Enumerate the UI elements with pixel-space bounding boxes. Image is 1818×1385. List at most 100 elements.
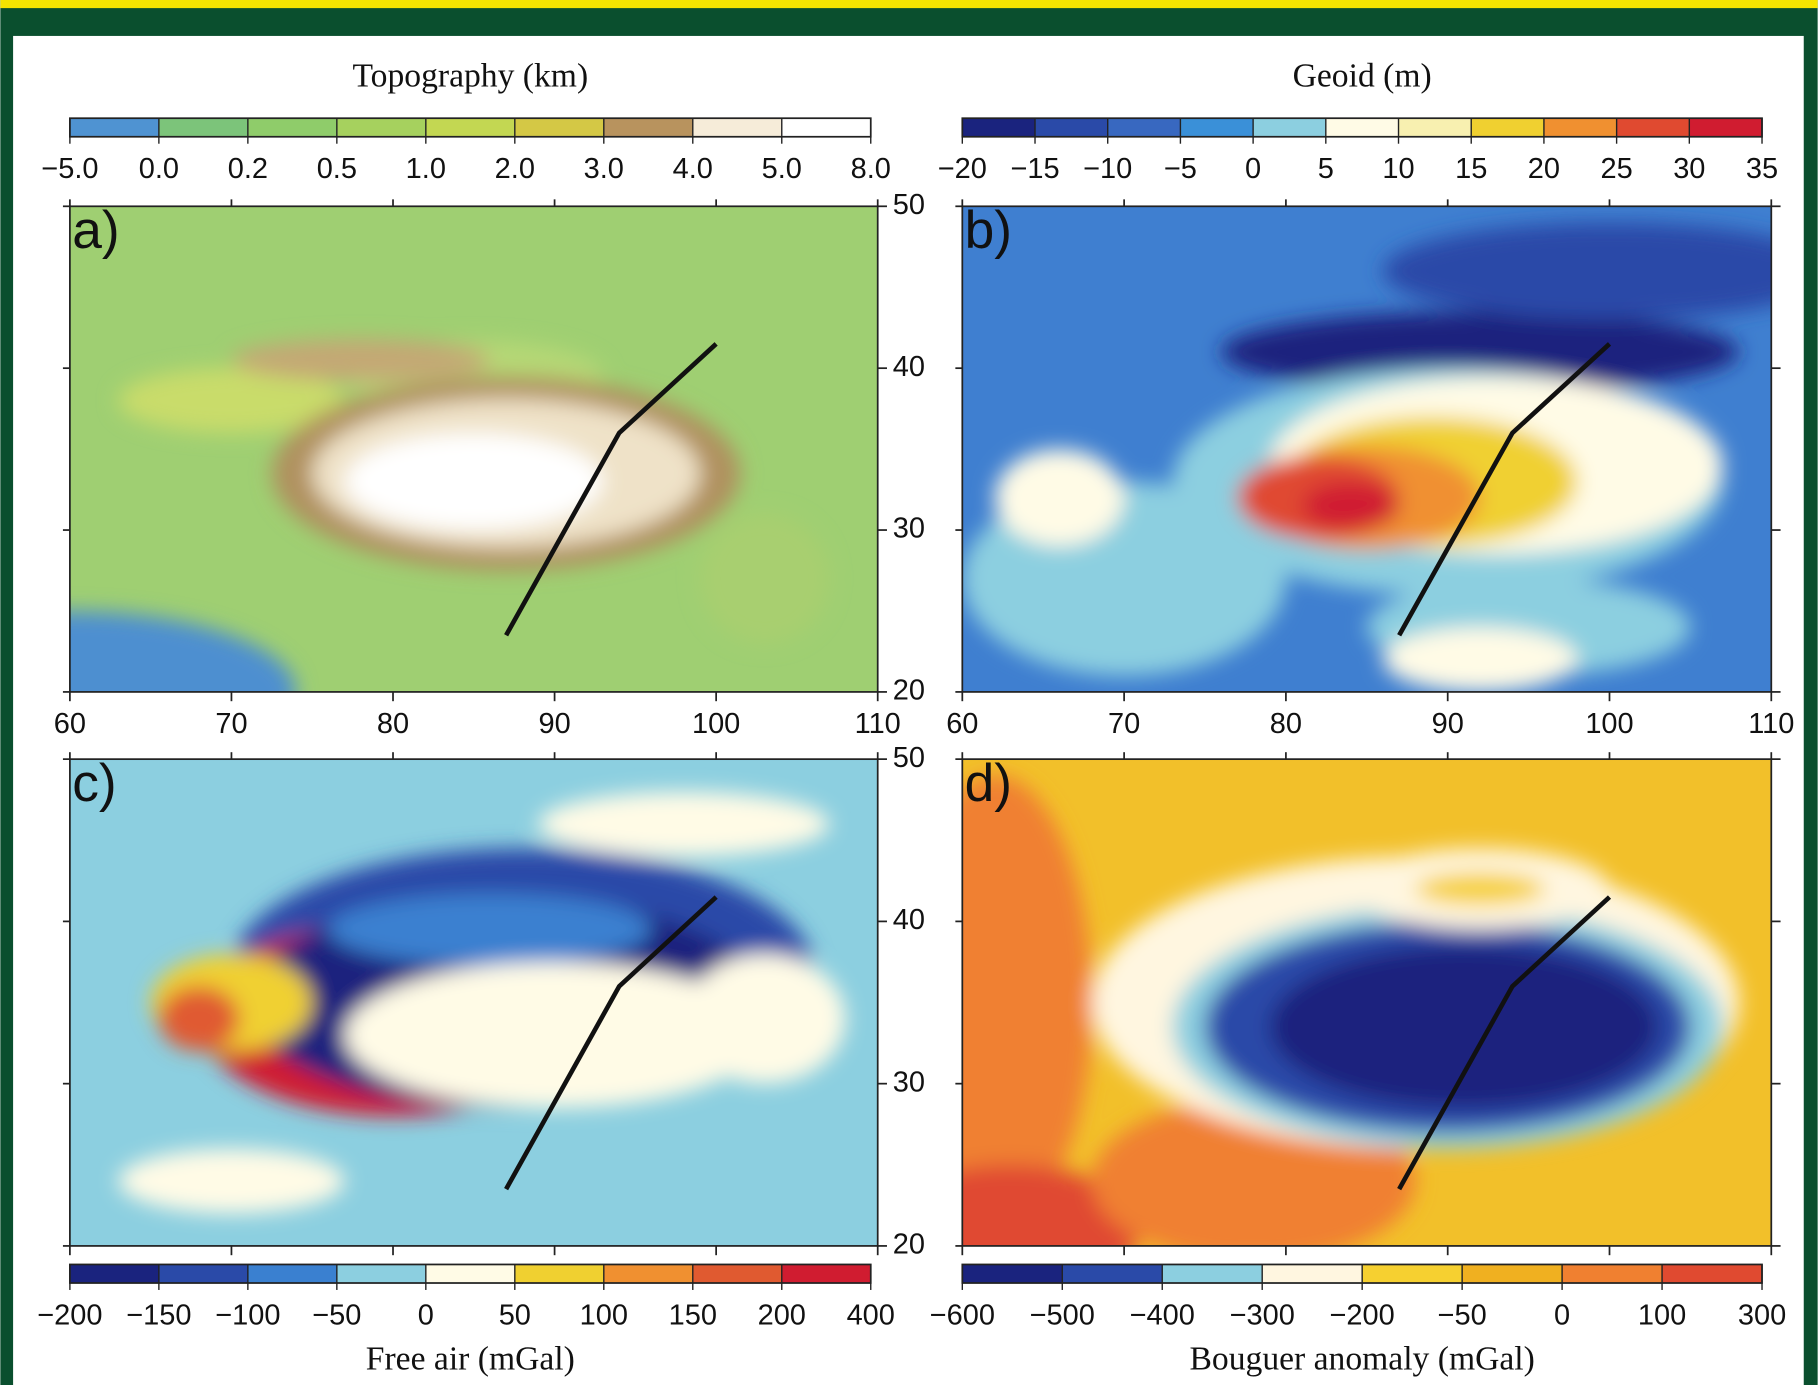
colorbar-segment [1162, 1264, 1262, 1283]
x-tick-label: 90 [1432, 708, 1464, 740]
map [962, 206, 1818, 692]
colorbar-segment [515, 1264, 604, 1283]
colorbar-label: −5 [1164, 153, 1197, 185]
colorbar-label: 5 [1318, 153, 1334, 185]
map [881, 759, 1771, 1294]
map-region [1270, 946, 1658, 1108]
colorbar-label: 8.0 [851, 153, 891, 185]
colorbar-segment [1362, 1264, 1462, 1283]
colorbar-label: 0 [1554, 1299, 1570, 1331]
x-tick-label: 110 [855, 708, 901, 740]
colorbar-label: 20 [1528, 153, 1560, 185]
figure: a)6070809010011020304050−5.00.00.20.51.0… [0, 0, 1818, 1385]
panel-label: d) [965, 754, 1012, 813]
colorbar-segment [782, 1264, 871, 1283]
colorbar-segment [159, 118, 248, 137]
page: { "panels": [ {"label": "a)", "colorbar"… [0, 0, 1818, 1385]
map-region [684, 954, 846, 1084]
colorbar-label: −150 [126, 1299, 191, 1331]
map [0, 206, 878, 773]
x-tick-label: 110 [1748, 708, 1794, 740]
y-tick-label: 40 [893, 904, 925, 936]
colorbar-label: −300 [1230, 1299, 1295, 1331]
y-tick-label: 20 [893, 675, 925, 707]
colorbar-title: Free air (mGal) [366, 1341, 575, 1378]
colorbar-label: 200 [758, 1299, 806, 1331]
colorbar-segment [1399, 118, 1472, 137]
y-tick-label: 50 [893, 742, 925, 774]
colorbar-label: −600 [930, 1299, 995, 1331]
y-tick-label: 40 [893, 351, 925, 383]
panel-label: b) [965, 201, 1012, 260]
colorbar-segment [1544, 118, 1617, 137]
colorbar-segment [1062, 1264, 1162, 1283]
colorbar-label: 10 [1382, 153, 1414, 185]
colorbar-segment [337, 1264, 426, 1283]
map [70, 759, 878, 1246]
colorbar-label: 150 [669, 1299, 717, 1331]
x-tick-label: 90 [538, 708, 570, 740]
colorbar-segment [604, 1264, 693, 1283]
map-region [1383, 627, 1577, 692]
colorbar-label: −500 [1030, 1299, 1095, 1331]
colorbar-segment [1253, 118, 1326, 137]
colorbar-segment [159, 1264, 248, 1283]
colorbar-label: 30 [1673, 153, 1705, 185]
map-region [1383, 222, 1818, 319]
colorbar-label: −20 [938, 153, 987, 185]
colorbar-label: −200 [1330, 1299, 1395, 1331]
colorbar-label: 0.2 [228, 153, 268, 185]
colorbar-label: −15 [1010, 153, 1059, 185]
colorbar-segment [693, 118, 782, 137]
colorbar-segment [426, 1264, 515, 1283]
y-tick-label: 20 [893, 1229, 925, 1261]
colorbar-label: 300 [1738, 1299, 1786, 1331]
map-region [1302, 481, 1399, 530]
colorbar-segment [70, 1264, 159, 1283]
x-tick-label: 60 [946, 708, 978, 740]
colorbar-segment [962, 118, 1035, 137]
colorbar-label: 3.0 [584, 153, 624, 185]
x-tick-label: 70 [1108, 708, 1140, 740]
colorbar-segment [1180, 118, 1253, 137]
colorbar-segment [1326, 118, 1399, 137]
panel-label: c) [72, 754, 116, 813]
colorbar-segment [1035, 118, 1108, 137]
map-region [159, 986, 240, 1051]
map-region [995, 449, 1124, 546]
colorbar-segment [1462, 1264, 1562, 1283]
colorbar-segment [1662, 1264, 1762, 1283]
frame-stripe [0, 0, 1817, 8]
colorbar-segment [426, 118, 515, 137]
colorbar-label: −10 [1083, 153, 1132, 185]
colorbar-label: 25 [1601, 153, 1633, 185]
colorbar-label: −400 [1130, 1299, 1195, 1331]
map-region [328, 894, 651, 965]
colorbar-segment [1108, 118, 1181, 137]
panel-label: a) [72, 201, 119, 260]
colorbar-segment [337, 118, 426, 137]
x-tick-label: 60 [54, 708, 86, 740]
colorbar-segment [70, 118, 159, 137]
colorbar-segment [604, 118, 693, 137]
colorbar-label: 400 [847, 1299, 895, 1331]
colorbar-label: −100 [215, 1299, 280, 1331]
colorbar-segment [248, 118, 337, 137]
colorbar-title: Topography (km) [352, 58, 588, 95]
colorbar-segment [1262, 1264, 1362, 1283]
colorbar-segment [248, 1264, 337, 1283]
y-tick-label: 30 [893, 513, 925, 545]
colorbar-title: Geoid (m) [1293, 58, 1432, 95]
colorbar-segment [515, 118, 604, 137]
colorbar-label: 100 [580, 1299, 628, 1331]
colorbar-label: −200 [37, 1299, 102, 1331]
colorbar-label: 4.0 [673, 153, 713, 185]
colorbar-label: 50 [499, 1299, 531, 1331]
colorbar-label: 0.0 [139, 153, 179, 185]
colorbar-label: 15 [1455, 153, 1487, 185]
colorbar-label: 5.0 [762, 153, 802, 185]
colorbar-label: −5.0 [41, 153, 98, 185]
colorbar-label: 35 [1746, 153, 1778, 185]
colorbar-label: 1.0 [406, 153, 446, 185]
colorbar-label: 100 [1638, 1299, 1686, 1331]
